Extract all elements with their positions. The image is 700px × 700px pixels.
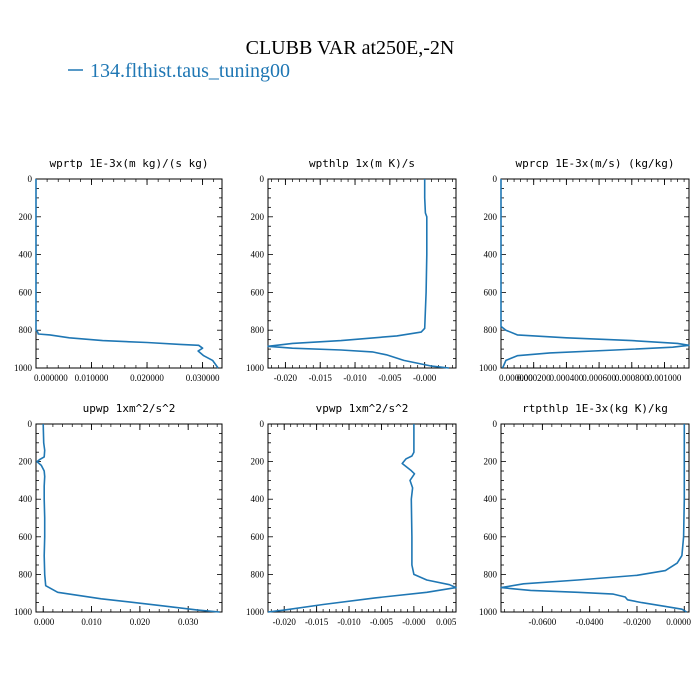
y-tick-label: 800 (19, 325, 33, 335)
y-tick-label: 1000 (479, 363, 498, 373)
y-tick-label: 400 (484, 250, 498, 260)
subplot-grid: wprtp 1E-3x(m kg)/(s kg) 0 200 400 600 800 100… (14, 157, 692, 627)
x-tick-label: -0.000 (402, 617, 426, 627)
x-tick-label: 0.000000 (34, 373, 68, 383)
series-line (35, 179, 219, 369)
x-tick-label: -0.010 (337, 617, 361, 627)
y-tick-label: 200 (251, 212, 265, 222)
y-tick-label: 200 (19, 212, 33, 222)
y-tick-label: 400 (251, 250, 265, 260)
y-tick-label: 600 (251, 287, 265, 297)
y-tick-label: 1000 (479, 607, 498, 617)
x-tick-label: 0.010000 (75, 373, 109, 383)
plot-frame (267, 423, 457, 613)
x-tick-label: -0.0400 (576, 617, 604, 627)
y-tick-label: 400 (251, 494, 265, 504)
y-tick-label: 1000 (14, 607, 33, 617)
x-tick-label: 0.005 (436, 617, 457, 627)
y-tick-label: 0 (493, 419, 498, 429)
plot-frame (35, 423, 223, 613)
panel-title: rtpthlp 1E-3x(kg K)/kg (522, 402, 668, 415)
panel-title: wprcp 1E-3x(m/s) (kg/kg) (516, 157, 675, 170)
plot-frame (35, 178, 223, 369)
subplot-6: rtpthlp 1E-3x(kg K)/kg 0 200 400 600 800 1000 -… (479, 402, 692, 627)
x-tick-label: -0.020 (274, 373, 298, 383)
y-tick-label: 600 (19, 532, 33, 542)
subplot-5: vpwp 1xm^2/s^2 0 200 400 600 800 1000 -0.020 -0.… (246, 402, 457, 627)
x-tick-label: -0.0200 (623, 617, 651, 627)
x-tick-label: 0.020 (130, 617, 151, 627)
x-tick-label: -0.005 (370, 617, 394, 627)
figure-title: CLUBB VAR at250E,-2N (246, 37, 455, 59)
y-tick-label: 1000 (14, 363, 33, 373)
y-tick-label: 600 (484, 287, 498, 297)
y-tick-label: 800 (251, 569, 265, 579)
x-tick-label: -0.020 (273, 617, 297, 627)
y-tick-label: 0 (493, 174, 498, 184)
y-tick-label: 0 (260, 174, 265, 184)
x-tick-label: 0.030 (178, 617, 199, 627)
x-tick-label: 0.000800 (615, 373, 649, 383)
panel-title: upwp 1xm^2/s^2 (83, 402, 176, 415)
x-tick-label: -0.010 (343, 373, 367, 383)
subplot-1: wprtp 1E-3x(m kg)/(s kg) 0 200 400 600 800 100… (14, 157, 223, 383)
y-tick-label: 200 (19, 457, 33, 467)
y-tick-label: 0 (28, 174, 33, 184)
x-tick-label: -0.015 (305, 617, 329, 627)
y-tick-label: 200 (484, 212, 498, 222)
y-tick-label: 800 (484, 569, 498, 579)
x-tick-label: -0.000 (413, 373, 437, 383)
panel-title: vpwp 1xm^2/s^2 (316, 402, 409, 415)
figure-legend: 134.flthist.taus_tuning00 (68, 60, 290, 82)
x-tick-label: -0.005 (378, 373, 402, 383)
y-tick-label: 400 (484, 494, 498, 504)
y-tick-label: 1000 (246, 607, 265, 617)
x-tick-label: 0.001000 (648, 373, 682, 383)
x-tick-label: 0.000 (34, 617, 55, 627)
series-line (267, 179, 450, 369)
x-tick-label: 0.010 (81, 617, 102, 627)
series-line (500, 179, 690, 369)
series-line (500, 424, 688, 613)
y-tick-label: 1000 (246, 363, 265, 373)
x-tick-label: 0.000000 (499, 373, 533, 383)
x-tick-label: 0.030000 (186, 373, 220, 383)
y-tick-label: 600 (19, 287, 33, 297)
panel-title: wprtp 1E-3x(m kg)/(s kg) (50, 157, 209, 170)
y-tick-label: 600 (251, 532, 265, 542)
y-tick-label: 200 (251, 457, 265, 467)
y-tick-label: 0 (260, 419, 265, 429)
y-tick-label: 800 (484, 325, 498, 335)
x-tick-label: 0.000200 (517, 373, 551, 383)
x-tick-label: -0.015 (309, 373, 333, 383)
plot-frame (267, 178, 457, 369)
y-tick-label: 200 (484, 457, 498, 467)
y-tick-label: 0 (28, 419, 33, 429)
series-line (36, 423, 220, 613)
legend-label: 134.flthist.taus_tuning00 (90, 60, 290, 82)
series-line (267, 424, 457, 613)
y-tick-label: 600 (484, 532, 498, 542)
x-tick-label: -0.0600 (529, 617, 557, 627)
y-tick-label: 800 (19, 569, 33, 579)
x-tick-label: 0.000600 (582, 373, 616, 383)
subplot-3: wprcp 1E-3x(m/s) (kg/kg) 0 200 400 600 800 100… (479, 157, 690, 383)
x-tick-label: 0.020000 (130, 373, 164, 383)
y-tick-label: 400 (19, 494, 33, 504)
x-tick-label: 0.0000 (666, 617, 691, 627)
subplot-4: upwp 1xm^2/s^2 0 200 400 600 800 10000.000 0.01… (14, 402, 223, 627)
x-tick-label: 0.000400 (550, 373, 584, 383)
y-tick-label: 400 (19, 250, 33, 260)
subplot-2: wpthlp 1x(m K)/s 0 200 400 600 800 1000 -0.020 -… (246, 157, 457, 383)
panel-title: wpthlp 1x(m K)/s (309, 157, 415, 170)
y-tick-label: 800 (251, 325, 265, 335)
